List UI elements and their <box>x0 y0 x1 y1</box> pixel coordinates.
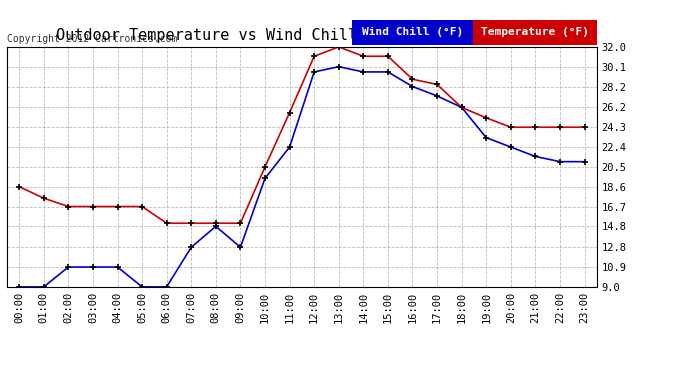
Text: Temperature (°F): Temperature (°F) <box>481 27 589 37</box>
Text: Wind Chill (°F): Wind Chill (°F) <box>362 27 463 37</box>
Title: Outdoor Temperature vs Wind Chill (24 Hours)  20121222: Outdoor Temperature vs Wind Chill (24 Ho… <box>55 28 549 43</box>
Text: Copyright 2012 Cartronics.com: Copyright 2012 Cartronics.com <box>7 34 177 45</box>
